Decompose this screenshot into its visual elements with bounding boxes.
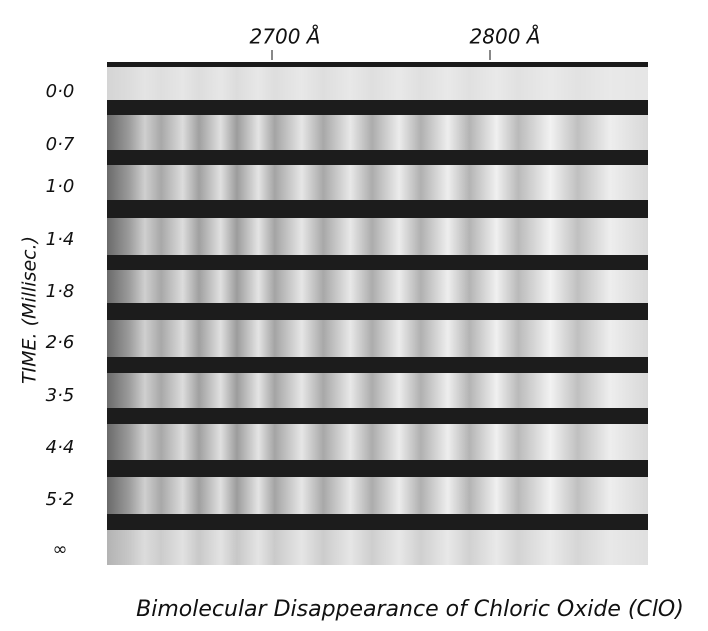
time-label: 3·5: [46, 385, 75, 406]
time-labels: 0·0 0·7 1·0 1·4 1·8 2·6 3·5 4·4 5·2 ∞: [46, 81, 75, 560]
separator-band: [107, 357, 648, 373]
time-label: 2·6: [46, 332, 75, 353]
separator-band: [107, 460, 648, 477]
figure: 2700 Å 2800 Å TIME. (Millisec.) 0·0 0·7 1·…: [0, 0, 708, 631]
time-label: 1·4: [46, 229, 75, 250]
time-label: 1·0: [46, 176, 75, 197]
axis-label: TIME. (Millisec.): [19, 236, 41, 384]
time-label: 5·2: [46, 489, 75, 510]
time-label: 0·0: [46, 81, 75, 102]
separators: [107, 100, 648, 530]
separator-band: [107, 150, 648, 165]
time-label: 4·4: [46, 437, 75, 458]
separator-band: [107, 514, 648, 530]
time-label: 1·8: [46, 281, 75, 302]
plate-edge: [107, 62, 648, 67]
reference-strip: [107, 67, 648, 100]
reference-strip: [107, 530, 648, 565]
wavelength-label: 2800 Å: [470, 25, 541, 49]
time-label: 0·7: [46, 134, 75, 155]
separator-band: [107, 408, 648, 424]
caption: Bimolecular Disappearance of Chloric Oxi…: [136, 597, 684, 622]
separator-band: [107, 100, 648, 115]
separator-band: [107, 255, 648, 270]
time-label: ∞: [53, 539, 68, 560]
separator-band: [107, 200, 648, 218]
separator-band: [107, 303, 648, 320]
wavelength-label: 2700 Å: [250, 25, 321, 49]
